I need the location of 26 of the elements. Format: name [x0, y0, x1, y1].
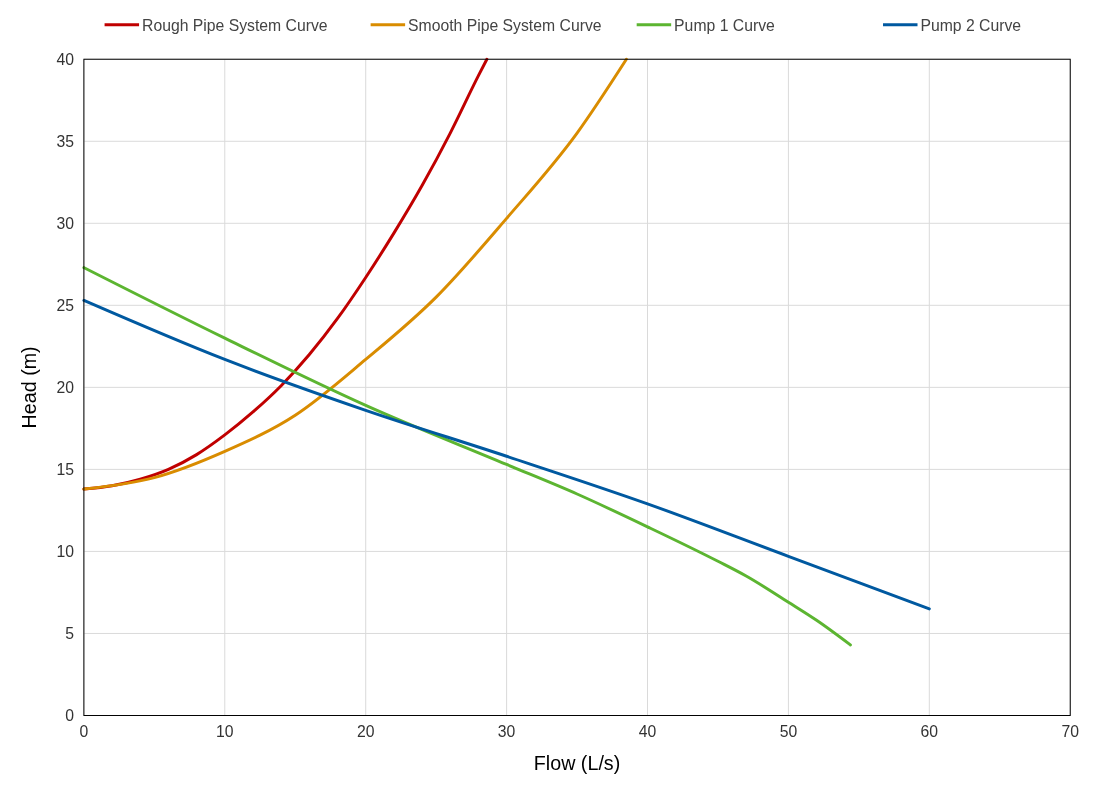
x-tick-label: 30	[497, 723, 516, 741]
x-tick-label: 60	[920, 723, 939, 741]
legend-label: Smooth Pipe System Curve	[408, 16, 602, 34]
y-tick-label: 0	[65, 707, 75, 725]
x-tick-label: 70	[1061, 723, 1080, 741]
y-tick-label: 25	[56, 297, 75, 315]
y-tick-label: 10	[56, 543, 75, 561]
legend-label: Pump 2 Curve	[920, 16, 1022, 34]
line-series	[82, 298, 931, 611]
y-tick-label: 35	[56, 133, 75, 151]
line-series	[82, 266, 852, 647]
y-tick-label: 40	[56, 51, 75, 69]
x-tick-label: 50	[779, 723, 798, 741]
x-tick-label: 0	[79, 723, 89, 741]
legend-label: Rough Pipe System Curve	[142, 16, 328, 34]
y-tick-label: 5	[65, 625, 75, 643]
y-axis-title: Head (m)	[17, 346, 40, 429]
legend-label: Pump 1 Curve	[674, 16, 776, 34]
line-series	[82, 57, 628, 491]
y-tick-label: 15	[56, 461, 75, 479]
y-tick-label: 20	[56, 379, 75, 397]
x-tick-label: 10	[216, 723, 234, 741]
x-axis-title: Flow (L/s)	[533, 751, 621, 774]
x-tick-label: 20	[356, 723, 375, 741]
x-tick-label: 40	[638, 723, 657, 741]
y-tick-label: 30	[56, 215, 75, 233]
